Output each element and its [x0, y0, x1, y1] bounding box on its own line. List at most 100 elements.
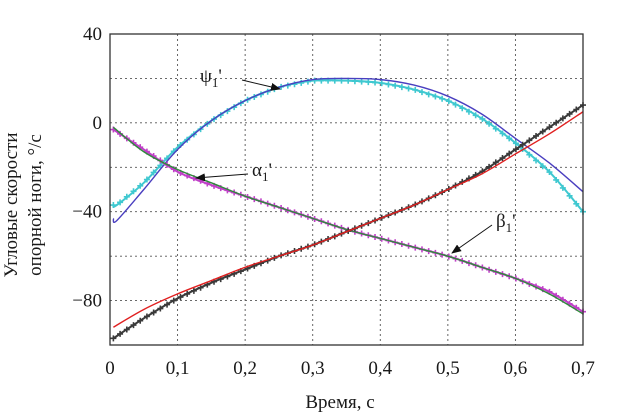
x-tick-label: 0,1	[166, 358, 190, 379]
data-point	[418, 89, 425, 96]
data-point	[526, 151, 533, 158]
data-point	[351, 78, 358, 85]
data-point	[110, 335, 117, 342]
data-point	[130, 322, 137, 329]
data-point	[479, 115, 486, 122]
series-layer	[110, 77, 586, 342]
data-point	[378, 80, 385, 87]
data-point	[559, 115, 566, 122]
y-tick-label: 40	[83, 24, 102, 45]
data-point	[143, 313, 150, 320]
data-point	[533, 157, 540, 164]
x-tick-label: 0,2	[233, 358, 257, 379]
data-point	[566, 110, 573, 117]
x-tick-label: 0,5	[436, 358, 460, 379]
series-marker-line	[112, 79, 584, 213]
data-point	[110, 202, 117, 209]
data-point	[365, 79, 372, 86]
data-point	[519, 141, 526, 148]
data-point	[137, 317, 144, 324]
data-point	[130, 188, 137, 195]
series-0	[110, 77, 586, 224]
series-line	[112, 77, 584, 224]
data-point	[143, 176, 150, 183]
x-tick-labels: 0 0,1 0,2 0,3 0,4 0,5 0,6 0,7	[105, 358, 595, 379]
data-point	[546, 124, 553, 131]
plot-frame	[109, 33, 584, 346]
data-point	[533, 132, 540, 139]
data-point	[506, 135, 513, 142]
data-point	[512, 146, 519, 153]
data-point	[164, 301, 171, 308]
x-tick-label: 0,3	[301, 358, 325, 379]
x-axis-label: Время, с	[305, 392, 374, 413]
data-point	[539, 163, 546, 170]
x-tick-label: 0,6	[504, 358, 528, 379]
data-point	[472, 112, 479, 119]
series-annotation: α1'	[252, 160, 272, 184]
data-point	[291, 81, 298, 88]
annotations: ψ1' α1' β1'	[195, 66, 516, 254]
data-point	[573, 200, 580, 207]
data-point	[157, 162, 164, 169]
data-point	[405, 85, 412, 92]
data-point	[170, 297, 177, 304]
data-point	[506, 150, 513, 157]
series-annotation: ψ1'	[200, 66, 222, 90]
annotation-arrow	[241, 79, 281, 91]
y-axis-label-line-1: Угловые скорости	[1, 132, 22, 277]
data-point	[486, 163, 493, 170]
y-tick-label: −80	[72, 291, 102, 312]
data-point	[117, 199, 124, 206]
x-tick-label: 0,4	[368, 358, 392, 379]
data-point	[150, 309, 157, 316]
x-tick-label: 0	[105, 358, 115, 379]
data-point	[117, 330, 124, 337]
y-tick-label: −40	[72, 202, 102, 223]
data-point	[559, 184, 566, 191]
data-point	[492, 159, 499, 166]
data-point	[553, 176, 560, 183]
data-point	[546, 169, 553, 176]
data-point	[412, 86, 419, 93]
data-point	[398, 84, 405, 91]
annotation-arrow	[451, 224, 493, 254]
data-point	[512, 140, 519, 147]
y-tick-label: 0	[93, 113, 103, 134]
data-point	[123, 193, 130, 200]
data-point	[137, 182, 144, 189]
data-point	[573, 106, 580, 113]
data-point	[157, 305, 164, 312]
data-point	[150, 169, 157, 176]
data-point	[492, 125, 499, 132]
data-point	[452, 101, 459, 108]
y-tick-labels: 40 0 −40 −80	[72, 24, 102, 312]
data-point	[190, 287, 197, 294]
data-point	[425, 91, 432, 98]
data-point	[459, 105, 466, 112]
series-annotation: β1'	[496, 211, 516, 235]
data-point	[486, 120, 493, 127]
series-line	[112, 126, 584, 315]
series-2	[110, 102, 586, 342]
data-point	[372, 79, 379, 86]
data-point	[539, 128, 546, 135]
data-point	[432, 93, 439, 100]
data-point	[465, 108, 472, 115]
data-point	[566, 192, 573, 199]
data-point	[553, 119, 560, 126]
data-point	[177, 294, 184, 301]
data-point	[197, 284, 204, 291]
data-point	[499, 155, 506, 162]
data-point	[439, 95, 446, 102]
annotation-arrow	[195, 173, 249, 182]
series-line	[113, 111, 584, 328]
data-point	[526, 137, 533, 144]
data-point	[445, 98, 452, 105]
data-point	[392, 82, 399, 89]
data-point	[123, 326, 130, 333]
data-point	[184, 290, 191, 297]
data-point	[358, 78, 365, 85]
x-tick-label: 0,7	[571, 358, 595, 379]
